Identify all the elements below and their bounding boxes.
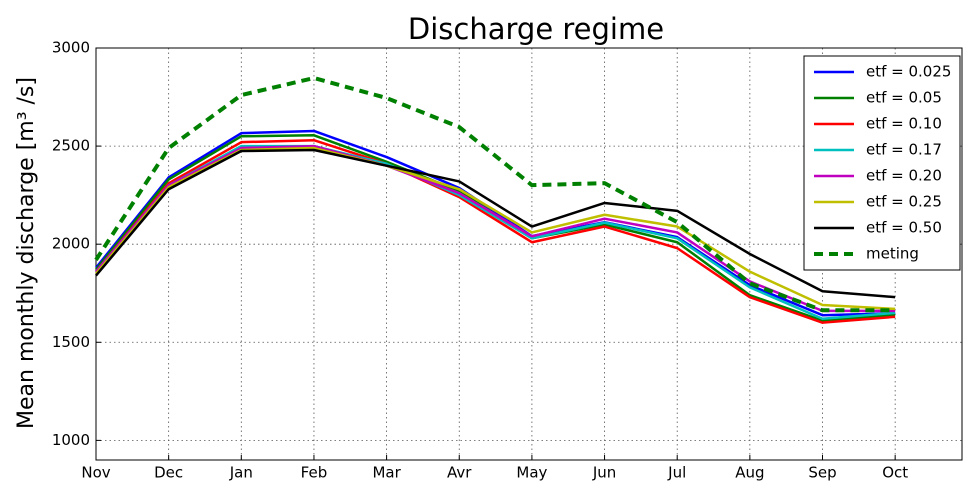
series-line: [95, 138, 896, 324]
x-tick-label: Feb: [301, 464, 328, 481]
series-line: [95, 144, 896, 320]
legend-box: [803, 55, 961, 271]
x-tick-label: Jan: [229, 464, 253, 481]
x-tick-label: Dec: [154, 464, 183, 481]
x-tick-label: Sep: [808, 464, 836, 481]
y-tick-label: 1000: [52, 431, 90, 449]
y-tick-label: 2000: [52, 235, 90, 253]
x-tick-label: Avr: [447, 464, 472, 481]
legend-label: etf = 0.50: [866, 219, 942, 237]
legend-label: etf = 0.05: [866, 89, 942, 107]
legend-label: etf = 0.025: [866, 63, 951, 81]
x-tick-label: Mar: [372, 464, 401, 481]
legend-label: etf = 0.20: [866, 167, 942, 185]
legend-label: etf = 0.10: [866, 115, 942, 133]
legend-label: etf = 0.25: [866, 193, 942, 211]
x-tick-label: Jul: [667, 464, 686, 481]
legend-label: meting: [866, 245, 919, 263]
x-tick-label: May: [516, 464, 547, 481]
y-tick-label: 2500: [52, 137, 90, 155]
x-tick-label: Aug: [735, 464, 764, 481]
chart-title: Discharge regime: [408, 12, 664, 46]
y-tick-label: 1500: [52, 333, 90, 351]
legend-label: etf = 0.17: [866, 141, 942, 159]
x-tick-label: Jun: [592, 464, 616, 481]
plot-frame: [95, 47, 963, 461]
x-tick-label: Nov: [81, 464, 110, 481]
y-axis-label: Mean monthly discharge [m³ /s]: [14, 77, 39, 429]
series-line: [95, 148, 896, 299]
series-line: [95, 144, 896, 313]
y-tick-label: 3000: [52, 39, 90, 57]
series-line: [94, 76, 896, 313]
x-tick-label: Oct: [882, 464, 908, 481]
